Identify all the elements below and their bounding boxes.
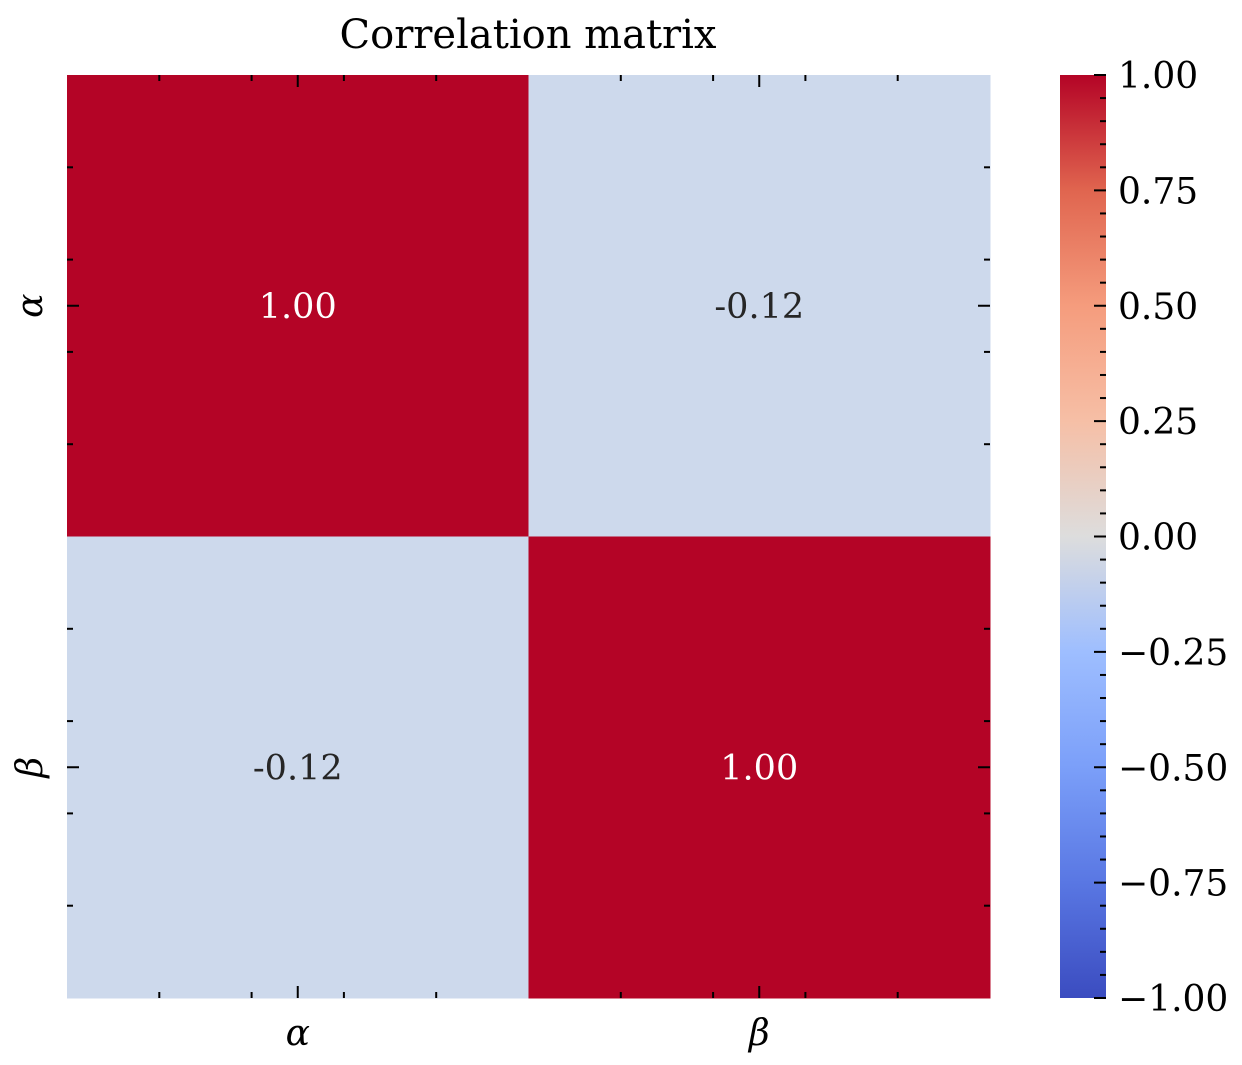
colorbar-tick-label: −0.50: [1118, 748, 1228, 789]
heatmap-cell: [67, 536, 529, 999]
y-tick-label: β: [10, 757, 51, 780]
heatmap-cell: [67, 75, 529, 537]
y-tick-label: α: [10, 294, 51, 318]
cell-value-label: 1.00: [720, 748, 798, 788]
heatmap-cell-labels: 1.00 -0.12 -0.12 1.00: [253, 287, 804, 789]
cell-value-label: -0.12: [714, 287, 804, 327]
colorbar-tick-label: 1.00: [1118, 56, 1198, 97]
x-tick-label: β: [747, 1013, 770, 1054]
colorbar-ticks: [1094, 74, 1106, 999]
x-tick-label: α: [286, 1013, 310, 1054]
colorbar-tick-label: −0.25: [1118, 633, 1228, 674]
colorbar-tick-label: 0.50: [1118, 287, 1198, 328]
cell-value-label: -0.12: [253, 748, 343, 788]
y-axis-tick-labels: αβ: [10, 294, 51, 780]
colorbar-tick-labels: 1.00 0.75 0.50 0.25 0.00 −0.25 −0.50 −0.75 −1.00: [1118, 56, 1228, 1020]
colorbar-tick-label: −0.75: [1118, 864, 1228, 905]
colorbar-tick-label: 0.25: [1118, 402, 1198, 443]
colorbar-tick-label: −1.00: [1118, 979, 1228, 1020]
chart-title: Correlation matrix: [340, 12, 717, 58]
heatmap-cell: [528, 75, 991, 537]
heatmap-cell: [528, 536, 991, 999]
colorbar-tick-label: 0.75: [1118, 171, 1198, 212]
colorbar-tick-label: 0.00: [1118, 518, 1198, 559]
axis-ticks: [67, 75, 990, 998]
cell-value-label: 1.00: [259, 287, 337, 327]
heatmap-cells: [67, 75, 991, 999]
